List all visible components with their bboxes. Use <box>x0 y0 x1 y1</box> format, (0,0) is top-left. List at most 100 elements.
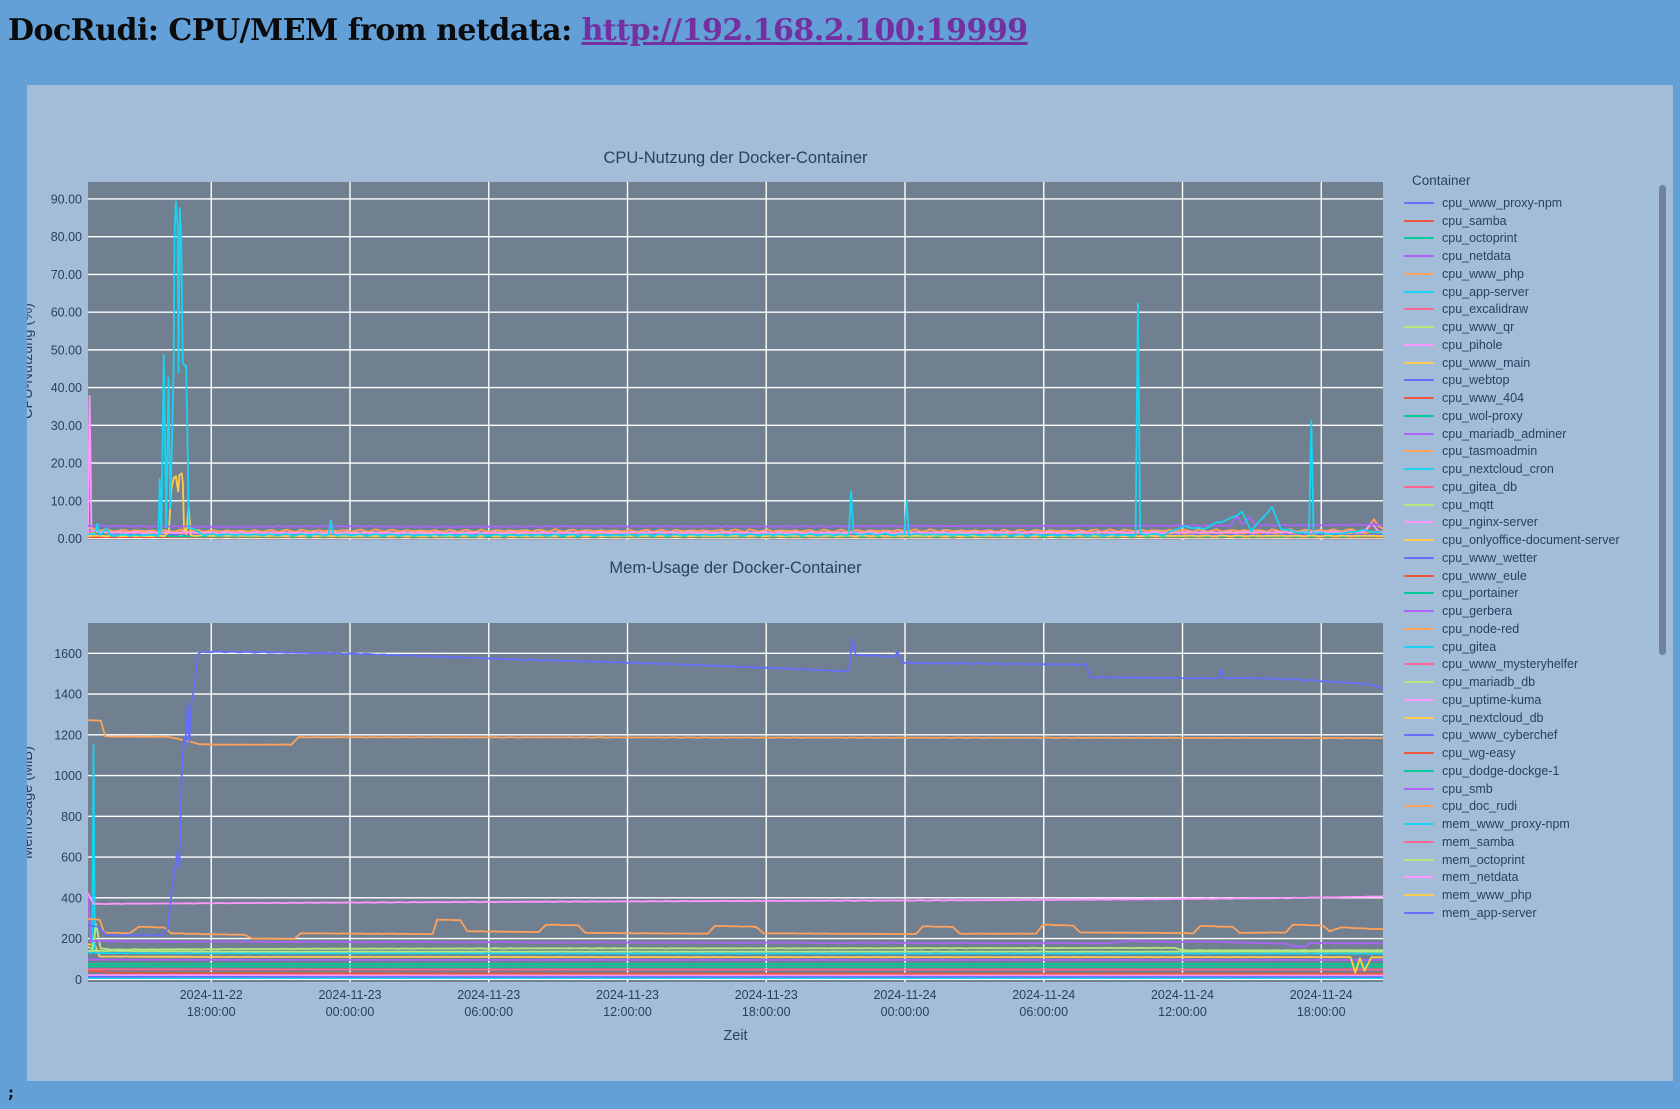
x-tick-time: 06:00:00 <box>464 1005 513 1019</box>
series-orange-noisy[interactable] <box>88 518 1383 534</box>
page-header: DocRudi: CPU/MEM from netdata: http://19… <box>0 0 1680 58</box>
legend-item-cpu_onlyoffice-document-server[interactable]: cpu_onlyoffice-document-server <box>1404 531 1674 549</box>
series-cyan-127-startspike-1150[interactable] <box>88 744 1383 955</box>
legend-swatch-icon <box>1404 858 1434 861</box>
legend-swatch-icon <box>1404 592 1434 595</box>
y-tick-label: 10.00 <box>51 494 82 508</box>
y-tick-label: 1600 <box>54 647 82 661</box>
y-tick-label: 800 <box>61 810 82 824</box>
legend-item-cpu_smb[interactable]: cpu_smb <box>1404 780 1674 798</box>
legend-item-mem_samba[interactable]: mem_samba <box>1404 833 1674 851</box>
x-tick-time: 18:00:00 <box>742 1005 791 1019</box>
legend-item-cpu_netdata[interactable]: cpu_netdata <box>1404 247 1674 265</box>
legend-item-cpu_pihole[interactable]: cpu_pihole <box>1404 336 1674 354</box>
plot-area-0[interactable] <box>88 182 1383 540</box>
legend-swatch-icon <box>1404 752 1434 755</box>
legend-item-cpu_www_cyberchef[interactable]: cpu_www_cyberchef <box>1404 727 1674 745</box>
legend-item-cpu_node-red[interactable]: cpu_node-red <box>1404 620 1674 638</box>
y-tick-label: 50.00 <box>51 343 82 357</box>
series-yellow-110-end-dip[interactable] <box>88 943 1383 974</box>
legend-item-label: cpu_nginx-server <box>1442 515 1538 530</box>
series-red-30[interactable] <box>88 970 1383 975</box>
series-cyan-spikes[interactable] <box>88 200 1383 537</box>
legend-item-label: cpu_doc_rudi <box>1442 799 1518 814</box>
legend-item-cpu_wg-easy[interactable]: cpu_wg-easy <box>1404 744 1674 762</box>
legend-item-label: cpu_smb <box>1442 781 1493 796</box>
x-tick-date: 2024-11-23 <box>596 988 659 1002</box>
x-tick-time: 00:00:00 <box>326 1005 375 1019</box>
legend-item-label: cpu_excalidraw <box>1442 302 1529 317</box>
legend-item-label: cpu_www_php <box>1442 266 1524 281</box>
legend-swatch-icon <box>1404 432 1434 435</box>
series-magenta-left-spike-37[interactable] <box>88 394 1383 535</box>
legend-item-cpu_wol-proxy[interactable]: cpu_wol-proxy <box>1404 407 1674 425</box>
series-orange-steps-220-290[interactable] <box>88 918 1383 940</box>
legend-item-cpu_gitea_db[interactable]: cpu_gitea_db <box>1404 478 1674 496</box>
legend-item-cpu_www_qr[interactable]: cpu_www_qr <box>1404 318 1674 336</box>
legend-item-cpu_www_eule[interactable]: cpu_www_eule <box>1404 567 1674 585</box>
legend-item-cpu_doc_rudi[interactable]: cpu_doc_rudi <box>1404 798 1674 816</box>
legend-item-cpu_mariadb_db[interactable]: cpu_mariadb_db <box>1404 673 1674 691</box>
series-purple-95[interactable] <box>88 958 1383 961</box>
series-khaki-135[interactable] <box>88 949 1383 953</box>
legend-item-cpu_dodge-dockge-1[interactable]: cpu_dodge-dockge-1 <box>1404 762 1674 780</box>
legend-item-label: cpu_uptime-kuma <box>1442 692 1542 707</box>
legend-item-cpu_www_main[interactable]: cpu_www_main <box>1404 354 1674 372</box>
legend-item-cpu_www_mysteryhelfer[interactable]: cpu_www_mysteryhelfer <box>1404 656 1674 674</box>
series-purple-3pct[interactable] <box>88 514 1383 529</box>
legend-item-mem_netdata[interactable]: mem_netdata <box>1404 869 1674 887</box>
legend-item-label: cpu_webtop <box>1442 373 1510 388</box>
legend-item-cpu_portainer[interactable]: cpu_portainer <box>1404 585 1674 603</box>
y-axis-title-1: MemUsage (MiB) <box>27 746 36 859</box>
legend-item-mem_octoprint[interactable]: mem_octoprint <box>1404 851 1674 869</box>
legend-item-cpu_app-server[interactable]: cpu_app-server <box>1404 283 1674 301</box>
legend-item-label: cpu_netdata <box>1442 249 1511 264</box>
legend-item-cpu_nextcloud_cron[interactable]: cpu_nextcloud_cron <box>1404 460 1674 478</box>
figure-canvas[interactable]: 0.00 10.00 20.00 30.00 40.00 50.00 60.00 70.00 8… <box>27 85 1673 1081</box>
legend-swatch-icon <box>1404 840 1434 843</box>
legend-swatch-icon <box>1404 503 1434 506</box>
legend-item-cpu_octoprint[interactable]: cpu_octoprint <box>1404 230 1674 248</box>
legend-scrollbar[interactable] <box>1659 185 1666 655</box>
series-pink-380-rising[interactable] <box>88 892 1383 905</box>
legend-item-cpu_webtop[interactable]: cpu_webtop <box>1404 372 1674 390</box>
x-tick-time: 00:00:00 <box>881 1005 930 1019</box>
plot-area-1[interactable] <box>88 623 1383 982</box>
legend-item-cpu_www_php[interactable]: cpu_www_php <box>1404 265 1674 283</box>
x-tick-time: 12:00:00 <box>1158 1005 1207 1019</box>
legend-item-cpu_tasmoadmin[interactable]: cpu_tasmoadmin <box>1404 443 1674 461</box>
legend-item-mem_www_php[interactable]: mem_www_php <box>1404 886 1674 904</box>
legend-item-label: mem_www_proxy-npm <box>1442 817 1570 832</box>
legend-item-cpu_uptime-kuma[interactable]: cpu_uptime-kuma <box>1404 691 1674 709</box>
legend-item-cpu_excalidraw[interactable]: cpu_excalidraw <box>1404 301 1674 319</box>
legend-item-cpu_mariadb_adminer[interactable]: cpu_mariadb_adminer <box>1404 425 1674 443</box>
legend-item-label: cpu_www_cyberchef <box>1442 728 1558 743</box>
legend-title: Container <box>1412 173 1471 188</box>
legend-item-cpu_samba[interactable]: cpu_samba <box>1404 212 1674 230</box>
series-purple-180-sawtooth[interactable] <box>88 892 1383 948</box>
series-khaki-155-startspike[interactable] <box>88 923 1383 952</box>
legend-item-cpu_www_proxy-npm[interactable]: cpu_www_proxy-npm <box>1404 194 1674 212</box>
y-tick-label: 30.00 <box>51 419 82 433</box>
legend-item-mem_www_proxy-npm[interactable]: mem_www_proxy-npm <box>1404 815 1674 833</box>
x-tick-date: 2024-11-22 <box>180 988 243 1002</box>
legend-item-cpu_gitea[interactable]: cpu_gitea <box>1404 638 1674 656</box>
x-tick-date: 2024-11-24 <box>1151 988 1214 1002</box>
legend-item-label: cpu_wol-proxy <box>1442 408 1523 423</box>
legend-item-cpu_www_404[interactable]: cpu_www_404 <box>1404 389 1674 407</box>
legend-item-cpu_www_wetter[interactable]: cpu_www_wetter <box>1404 549 1674 567</box>
legend-swatch-icon <box>1404 894 1434 897</box>
series-blue-app-server-1600[interactable] <box>88 638 1383 937</box>
legend-item-cpu_mqtt[interactable]: cpu_mqtt <box>1404 496 1674 514</box>
legend-item-cpu_nginx-server[interactable]: cpu_nginx-server <box>1404 514 1674 532</box>
legend-item-mem_app-server[interactable]: mem_app-server <box>1404 904 1674 922</box>
legend-item-cpu_gerbera[interactable]: cpu_gerbera <box>1404 602 1674 620</box>
y-tick-label: 90.00 <box>51 192 82 206</box>
legend-item-cpu_nextcloud_db[interactable]: cpu_nextcloud_db <box>1404 709 1674 727</box>
legend-swatch-icon <box>1404 574 1434 577</box>
legend-swatch-icon <box>1404 645 1434 648</box>
series-orange-1190[interactable] <box>88 719 1383 746</box>
legend-item-label: cpu_www_qr <box>1442 320 1515 335</box>
legend-swatch-icon <box>1404 255 1434 258</box>
netdata-link[interactable]: http://192.168.2.100:19999 <box>581 13 1029 48</box>
